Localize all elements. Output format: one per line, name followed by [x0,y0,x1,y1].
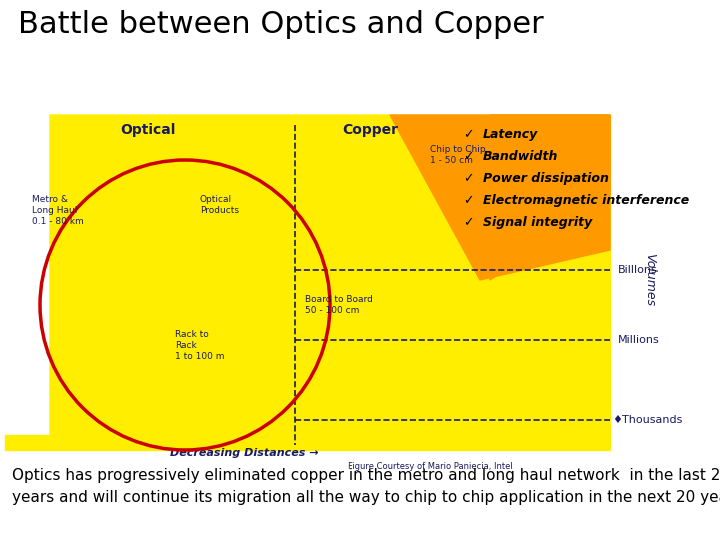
Polygon shape [5,435,610,450]
Text: Board to Board
50 - 100 cm: Board to Board 50 - 100 cm [305,295,373,315]
Text: ♦Thousands: ♦Thousands [612,415,683,425]
Text: Bandwidth: Bandwidth [483,150,559,163]
Text: Optical
Products: Optical Products [200,195,239,215]
Text: ✓: ✓ [463,150,474,163]
Text: ✓: ✓ [463,216,474,229]
Text: Optics has progressively eliminated copper in the metro and long haul network  i: Optics has progressively eliminated copp… [12,468,720,483]
Text: Electromagnetic interference: Electromagnetic interference [483,194,689,207]
Text: Metro &
Long Haul
0.1 - 80 km: Metro & Long Haul 0.1 - 80 km [32,195,84,226]
Text: years and will continue its migration all the way to chip to chip application in: years and will continue its migration al… [12,490,720,505]
Text: ✓: ✓ [463,128,474,141]
Polygon shape [490,115,610,280]
Polygon shape [50,115,390,435]
Text: Billlons: Billlons [618,265,658,275]
Text: Chip to Chip
1 - 50 cm: Chip to Chip 1 - 50 cm [430,145,485,165]
Text: ✓: ✓ [463,194,474,207]
Text: Decreasing Distances →: Decreasing Distances → [170,448,319,458]
Text: Volumes: Volumes [644,253,657,307]
Text: Optical: Optical [120,123,176,137]
Text: Rack to
Rack
1 to 100 m: Rack to Rack 1 to 100 m [175,330,225,361]
Text: Copper: Copper [342,123,398,137]
Text: Latency: Latency [483,128,539,141]
Polygon shape [390,115,610,280]
Text: Power dissipation: Power dissipation [483,172,609,185]
Text: ✓: ✓ [463,172,474,185]
Text: Figure Courtesy of Mario Paniecia, Intel: Figure Courtesy of Mario Paniecia, Intel [348,462,513,471]
Text: Battle between Optics and Copper: Battle between Optics and Copper [18,10,544,39]
Polygon shape [50,115,610,435]
Text: Millions: Millions [618,335,660,345]
Text: Signal integrity: Signal integrity [483,216,593,229]
